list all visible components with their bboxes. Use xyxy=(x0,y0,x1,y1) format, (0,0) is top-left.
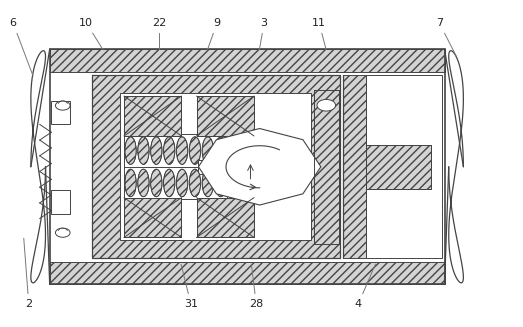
Text: 22: 22 xyxy=(152,18,167,50)
Bar xyxy=(366,75,442,258)
Ellipse shape xyxy=(189,137,201,164)
Ellipse shape xyxy=(202,169,213,197)
Bar xyxy=(50,49,445,72)
Circle shape xyxy=(55,228,70,237)
Circle shape xyxy=(317,99,336,111)
Ellipse shape xyxy=(215,169,226,197)
Bar xyxy=(50,72,445,262)
Bar xyxy=(343,75,366,258)
Bar xyxy=(366,145,430,189)
Bar xyxy=(124,198,181,237)
Text: 4: 4 xyxy=(355,264,376,309)
Bar xyxy=(51,190,70,214)
Bar xyxy=(366,145,430,189)
Ellipse shape xyxy=(125,169,136,197)
Bar xyxy=(124,96,181,136)
Bar xyxy=(120,93,311,240)
Bar xyxy=(198,160,227,174)
Ellipse shape xyxy=(164,137,175,164)
Text: 7: 7 xyxy=(436,18,457,56)
Bar xyxy=(124,134,227,199)
Bar xyxy=(92,75,340,258)
Ellipse shape xyxy=(215,137,226,164)
Bar xyxy=(124,96,181,136)
Bar xyxy=(50,262,445,284)
Ellipse shape xyxy=(176,169,188,197)
Ellipse shape xyxy=(138,137,149,164)
Bar xyxy=(314,90,338,244)
Bar xyxy=(197,96,254,136)
Bar xyxy=(50,49,445,284)
Bar xyxy=(197,96,254,136)
Bar xyxy=(92,75,340,258)
Ellipse shape xyxy=(151,137,162,164)
Ellipse shape xyxy=(176,137,188,164)
Text: 10: 10 xyxy=(79,18,103,50)
Bar xyxy=(51,101,70,124)
Text: 3: 3 xyxy=(259,18,268,50)
Ellipse shape xyxy=(164,169,175,197)
Ellipse shape xyxy=(125,137,136,164)
Text: 6: 6 xyxy=(9,18,33,76)
Text: 9: 9 xyxy=(208,18,221,50)
Ellipse shape xyxy=(151,169,162,197)
Bar xyxy=(197,198,254,237)
Ellipse shape xyxy=(202,137,213,164)
Ellipse shape xyxy=(138,169,149,197)
Text: 28: 28 xyxy=(249,264,264,309)
Text: 31: 31 xyxy=(181,264,198,309)
Bar xyxy=(124,198,181,237)
Text: 11: 11 xyxy=(312,18,326,50)
Text: 2: 2 xyxy=(24,238,32,309)
Ellipse shape xyxy=(189,169,201,197)
Bar xyxy=(197,198,254,237)
Polygon shape xyxy=(198,129,321,205)
Circle shape xyxy=(55,101,70,110)
Bar xyxy=(314,90,338,244)
Bar xyxy=(314,90,338,244)
